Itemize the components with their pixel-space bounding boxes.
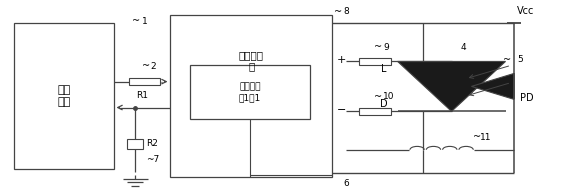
Text: D: D (379, 99, 387, 109)
Bar (170, 15, 332, 177)
Bar (360, 108, 391, 115)
Bar (130, 78, 161, 85)
Text: 5: 5 (517, 55, 523, 65)
Text: ~7: ~7 (147, 155, 160, 164)
Text: 镜像电流
源1：1: 镜像电流 源1：1 (239, 82, 261, 102)
Text: 1: 1 (142, 17, 148, 26)
Bar (14, 23, 114, 169)
Text: Vcc: Vcc (517, 6, 534, 16)
Text: 11: 11 (480, 133, 491, 142)
Text: ~: ~ (334, 7, 342, 17)
Text: 激光驱动
器: 激光驱动 器 (239, 50, 264, 71)
Text: ~: ~ (374, 42, 382, 52)
Bar (127, 139, 143, 149)
Text: 10: 10 (383, 93, 395, 101)
Polygon shape (398, 61, 506, 111)
Text: ~: ~ (503, 55, 511, 65)
Text: 2: 2 (151, 62, 156, 71)
Text: −: − (337, 105, 346, 115)
Polygon shape (471, 74, 514, 99)
Text: ~: ~ (473, 132, 481, 142)
Text: ~: ~ (132, 16, 140, 26)
Text: 微处
理器: 微处 理器 (57, 85, 70, 107)
Text: 4: 4 (460, 43, 466, 51)
Text: ~: ~ (142, 61, 150, 71)
Text: 8: 8 (344, 7, 349, 16)
Text: ~: ~ (374, 92, 382, 102)
Text: +: + (337, 55, 346, 65)
Text: R1: R1 (136, 91, 148, 99)
Text: L: L (381, 64, 386, 74)
Bar (190, 65, 310, 119)
Bar (360, 58, 391, 65)
Text: PD: PD (520, 93, 533, 103)
Text: 9: 9 (383, 43, 389, 51)
Text: R2: R2 (147, 140, 158, 148)
Text: 6: 6 (344, 179, 349, 188)
